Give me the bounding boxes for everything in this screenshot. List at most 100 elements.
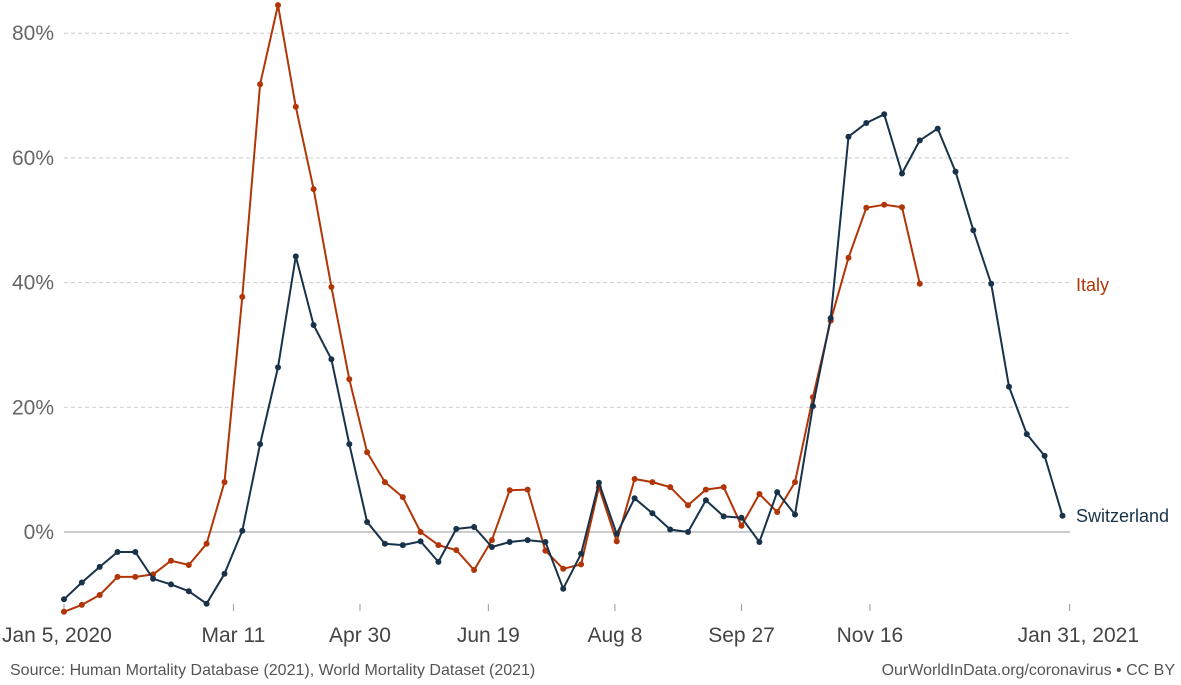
credit-link[interactable]: OurWorldInData.org/coronavirus • CC BY (881, 662, 1175, 679)
point-italy (471, 567, 478, 573)
point-switzerland (364, 519, 371, 525)
point-switzerland (738, 514, 745, 521)
point-switzerland (203, 600, 210, 607)
point-switzerland (275, 364, 281, 371)
point-italy (168, 557, 174, 564)
point-switzerland (61, 596, 67, 603)
point-italy (61, 608, 67, 615)
y-tick-label: 80% (12, 22, 54, 45)
point-switzerland (471, 524, 478, 530)
x-tick-label: Sep 27 (708, 624, 775, 647)
chart: 0% 20% 40% 60% 80% Jan 5, 2020 Mar 11 Apr 30 Ju… (2, 2, 1169, 647)
point-italy (132, 573, 139, 580)
point-switzerland (899, 170, 905, 177)
point-switzerland (346, 441, 353, 448)
point-switzerland (78, 579, 85, 586)
point-switzerland (417, 538, 424, 545)
point-italy (578, 561, 585, 568)
point-switzerland (221, 570, 228, 577)
point-italy (239, 293, 246, 300)
point-italy (78, 601, 85, 608)
point-italy (399, 494, 406, 501)
point-italy (720, 484, 727, 491)
point-switzerland (96, 563, 103, 570)
point-italy (542, 547, 549, 554)
point-switzerland (1023, 431, 1030, 438)
point-italy (114, 573, 121, 580)
point-switzerland (631, 495, 638, 502)
series-layer (61, 2, 1066, 615)
point-switzerland (381, 540, 388, 547)
point-italy (524, 486, 531, 493)
x-tick-label: Jun 19 (457, 624, 520, 647)
point-switzerland (702, 497, 709, 504)
point-switzerland (934, 125, 941, 132)
point-italy (863, 204, 870, 211)
x-tick-label: Aug 8 (588, 624, 643, 647)
point-switzerland (774, 489, 781, 496)
x-tick-label: Mar 11 (201, 624, 265, 647)
point-switzerland (1059, 512, 1066, 519)
series-label-switzerland: Switzerland (1076, 506, 1169, 526)
point-switzerland (1041, 452, 1048, 459)
point-switzerland (542, 539, 549, 545)
point-switzerland (756, 539, 763, 545)
point-switzerland (809, 403, 816, 410)
point-switzerland (185, 588, 192, 595)
gridlines (64, 32, 1070, 533)
point-switzerland (453, 525, 460, 532)
x-tick-label: Jan 31, 2021 (1018, 624, 1139, 647)
point-switzerland (150, 575, 157, 582)
point-italy (364, 449, 371, 456)
point-italy (738, 522, 745, 529)
point-italy (756, 491, 763, 497)
point-switzerland (560, 585, 567, 592)
series-italy (61, 2, 923, 615)
point-switzerland (667, 526, 674, 533)
point-italy (792, 479, 798, 486)
point-switzerland (685, 529, 691, 535)
point-switzerland (863, 120, 870, 126)
point-switzerland (792, 511, 798, 518)
series-switzerland (61, 111, 1066, 607)
point-switzerland (257, 441, 264, 448)
point-switzerland (435, 558, 442, 565)
point-switzerland (970, 227, 977, 234)
point-switzerland (649, 510, 656, 517)
point-switzerland (132, 549, 139, 555)
y-tick-label: 0% (24, 521, 54, 544)
point-switzerland (613, 530, 620, 537)
point-switzerland (488, 544, 495, 550)
point-switzerland (168, 581, 174, 588)
point-italy (560, 565, 567, 572)
point-switzerland (845, 133, 852, 140)
y-axis: 0% 20% 40% 60% 80% (12, 22, 54, 544)
point-italy (649, 479, 656, 486)
line-switzerland (63, 113, 1064, 605)
point-italy (881, 201, 888, 208)
x-tick-label: Apr 30 (329, 624, 391, 647)
point-switzerland (578, 550, 585, 557)
point-italy (292, 103, 299, 110)
x-axis: Jan 5, 2020 Mar 11 Apr 30 Jun 19 Aug 8 Sep 27… (2, 604, 1139, 647)
point-italy (613, 538, 620, 545)
point-switzerland (114, 549, 121, 555)
point-switzerland (1006, 383, 1012, 390)
point-switzerland (524, 537, 531, 544)
point-italy (310, 186, 317, 193)
point-switzerland (827, 315, 834, 322)
point-italy (506, 487, 513, 494)
series-labels: Italy Switzerland (1076, 275, 1169, 526)
point-switzerland (239, 527, 246, 534)
point-switzerland (292, 253, 299, 260)
point-italy (417, 529, 424, 535)
point-switzerland (720, 513, 727, 520)
point-switzerland (916, 137, 923, 144)
point-switzerland (399, 542, 406, 549)
point-switzerland (506, 539, 513, 545)
point-italy (488, 537, 495, 544)
point-italy (221, 479, 228, 486)
point-italy (96, 592, 103, 598)
point-switzerland (310, 322, 317, 328)
point-italy (381, 479, 388, 486)
